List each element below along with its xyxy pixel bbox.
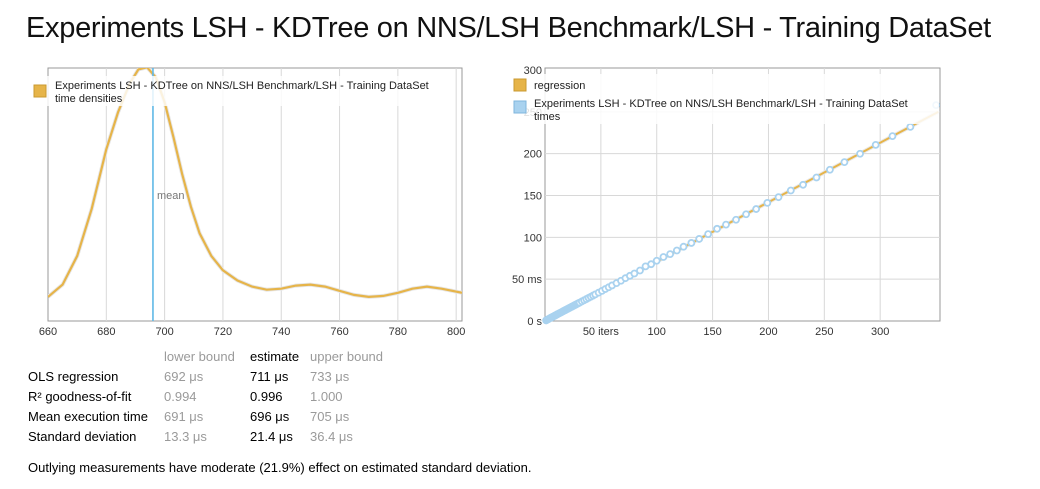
regression-x-tick-label: 50 iters — [583, 326, 620, 338]
density-x-tick-label: 740 — [272, 326, 290, 338]
regression-point — [722, 220, 730, 229]
regression-point — [695, 235, 704, 243]
times-legend-swatch — [513, 100, 527, 114]
regression-point — [659, 253, 668, 261]
stats-upper-value: 1.000 — [310, 388, 343, 404]
regression-y-tick-label: 50 ms — [512, 274, 542, 286]
stats-header-blank — [28, 346, 164, 366]
regression-point — [906, 122, 915, 131]
regression-point — [666, 250, 675, 259]
density-legend-background — [30, 76, 455, 106]
regression-points — [542, 101, 940, 325]
density-x-tick-label: 760 — [330, 326, 348, 338]
stats-header-upper: upper bound — [310, 348, 384, 364]
regression-x-tick-label: 100 — [648, 326, 666, 338]
density-legend-label-line2: time densities — [55, 93, 123, 105]
regression-point — [840, 158, 849, 167]
regression-point — [679, 242, 688, 251]
regression-point — [812, 173, 821, 182]
regression-point — [856, 149, 864, 158]
regression-y-tick-label: 200 — [524, 149, 542, 161]
stats-upper-value: 705 μs — [310, 408, 350, 424]
regression-y-tick-label: 0 s — [527, 316, 542, 328]
stats-estimate-value: 0.996 — [250, 388, 283, 404]
stats-header-lower: lower bound — [164, 348, 235, 364]
stats-row-label: Standard deviation — [28, 428, 137, 444]
regression-point — [713, 224, 721, 233]
regression-legend-label: regression — [534, 80, 585, 92]
stats-row-stddev: Standard deviation 13.3 μs 21.4 μs 36.4 … — [28, 426, 383, 446]
regression-x-tick-label: 150 — [703, 326, 721, 338]
density-legend: Experiments LSH - KDTree on NNS/LSH Benc… — [30, 76, 455, 106]
stats-estimate-value: 711 μs — [250, 368, 289, 384]
times-legend-label-line1: Experiments LSH - KDTree on NNS/LSH Benc… — [534, 98, 908, 110]
regression-point — [704, 230, 713, 239]
stats-row-label: Mean execution time — [28, 408, 148, 424]
regression-x-tick-label: 300 — [871, 326, 889, 338]
density-x-tick-label: 800 — [447, 326, 465, 338]
charts-canvas: 660 680 700 720 740 760 780 800 mean Experiment… — [30, 65, 941, 338]
regression-point — [652, 256, 661, 265]
page-title: Experiments LSH - KDTree on NNS/LSH Benc… — [26, 12, 991, 44]
regression-point — [636, 266, 644, 275]
regression-point — [752, 205, 761, 213]
regression-chart: 0 s 50 ms 100 150 200 250 300 50 iters 100 150 20… — [509, 65, 941, 338]
stats-header-estimate: estimate — [250, 348, 300, 364]
times-legend-label-line2: times — [534, 111, 561, 123]
density-x-tick-label: 780 — [389, 326, 407, 338]
stats-estimate-value: 696 μs — [250, 408, 290, 424]
density-x-tick-label: 700 — [155, 326, 173, 338]
regression-point — [774, 193, 783, 202]
regression-y-tick-label: 100 — [524, 232, 542, 244]
stats-lower-value: 691 μs — [164, 408, 204, 424]
density-x-tick-label: 660 — [39, 326, 57, 338]
stats-row-ols: OLS regression 692 μs 711 μs 733 μs — [28, 366, 383, 386]
regression-point — [732, 215, 740, 224]
regression-point — [742, 210, 751, 219]
density-legend-swatch — [33, 84, 47, 98]
stats-row-r2: R² goodness-of-fit 0.994 0.996 1.000 — [28, 386, 383, 406]
regression-y-tick-label: 150 — [524, 191, 542, 203]
stats-row-label: OLS regression — [28, 368, 119, 384]
stats-upper-value: 733 μs — [310, 368, 350, 384]
stats-row-label: R² goodness-of-fit — [28, 388, 132, 404]
regression-x-tick-labels: 50 iters 100 150 200 250 300 — [583, 326, 890, 338]
stats-lower-value: 692 μs — [164, 368, 204, 384]
regression-point — [647, 260, 656, 269]
density-chart: 660 680 700 720 740 760 780 800 mean Experiment… — [30, 67, 465, 338]
stats-lower-value: 13.3 μs — [164, 428, 207, 444]
stats-lower-value: 0.994 — [164, 388, 197, 404]
density-x-tick-labels: 660 680 700 720 740 760 780 800 — [39, 326, 466, 338]
stats-header-row: lower bound estimate upper bound — [28, 346, 383, 366]
regression-point — [871, 140, 880, 149]
regression-x-tick-label: 200 — [759, 326, 777, 338]
regression-point — [826, 165, 834, 174]
regression-legend-swatch — [513, 78, 527, 92]
stats-upper-value: 36.4 μs — [310, 428, 353, 444]
mean-label: mean — [157, 190, 185, 202]
density-x-tick-label: 720 — [214, 326, 232, 338]
stats-table: lower bound estimate upper bound OLS reg… — [28, 346, 383, 446]
regression-point — [888, 132, 897, 140]
regression-legend: regression Experiments LSH - KDTree on N… — [509, 74, 939, 124]
stats-row-mean: Mean execution time 691 μs 696 μs 705 μs — [28, 406, 383, 426]
density-legend-label-line1: Experiments LSH - KDTree on NNS/LSH Benc… — [55, 80, 429, 92]
regression-point — [672, 246, 681, 255]
regression-legend-background — [509, 74, 939, 124]
regression-point — [786, 186, 795, 195]
density-x-tick-label: 680 — [97, 326, 115, 338]
regression-x-tick-label: 250 — [815, 326, 833, 338]
regression-point — [763, 198, 772, 207]
regression-point — [687, 239, 696, 247]
regression-point — [799, 180, 807, 189]
regression-point — [630, 269, 639, 278]
outlier-note: Outlying measurements have moderate (21.… — [28, 460, 532, 475]
stats-estimate-value: 21.4 μs — [250, 428, 293, 444]
